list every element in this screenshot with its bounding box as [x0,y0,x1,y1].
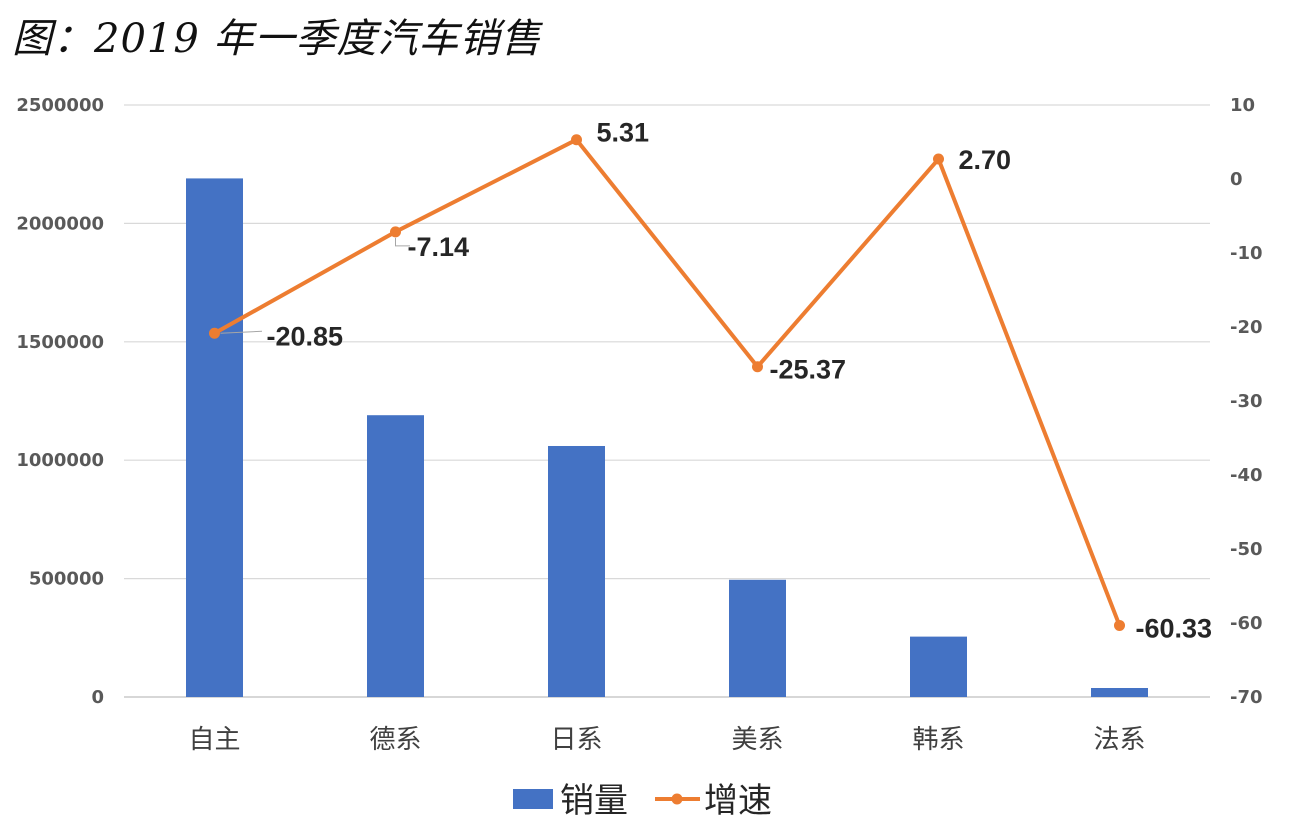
label-leader-line [220,330,263,334]
line-point-自主 [209,327,220,339]
y-right-tick-label: 10 [1230,95,1255,116]
y-left-tick-label: 2000000 [16,213,104,234]
y-left-tick-label: 500000 [29,569,104,590]
y-right-tick-label: -70 [1230,687,1263,708]
bar-自主 [186,178,243,697]
bar-德系 [367,415,424,697]
x-tick-label: 日系 [550,725,602,755]
bar-法系 [1091,688,1148,697]
y-right-tick-label: 0 [1230,169,1243,190]
line-point-韩系 [933,153,944,165]
line-point-德系 [390,226,401,238]
x-tick-label: 自主 [188,725,240,755]
x-tick-label: 美系 [731,725,783,755]
y-left-tick-label: 1500000 [16,332,104,353]
data-label: -25.37 [770,355,847,385]
legend-marker-growth [671,793,683,805]
bar-美系 [729,579,786,697]
data-label: -60.33 [1136,613,1213,643]
data-label: 2.70 [959,145,1012,175]
legend-label: 销量 [560,781,628,821]
line-series-growth [213,137,1122,627]
y-right-tick-label: -50 [1230,539,1263,560]
data-label: 5.31 [597,118,650,148]
bar-日系 [548,445,605,697]
y-right-tick-label: -40 [1230,465,1263,486]
bar-韩系 [910,636,967,697]
y-left-tick-label: 0 [91,687,104,708]
y-right-tick-label: -60 [1230,613,1263,634]
x-tick-label: 韩系 [912,725,964,755]
x-tick-label: 法系 [1093,725,1145,755]
x-tick-label: 德系 [369,725,421,755]
data-label: -20.85 [267,321,344,351]
legend-swatch-sales [513,789,553,809]
y-right-tick-label: -10 [1230,243,1263,264]
y-left-tick-label: 1000000 [16,450,104,471]
line-point-法系 [1114,619,1125,631]
label-leader-line [395,237,410,247]
y-left-tick-label: 2500000 [16,95,104,116]
y-right-tick-label: -20 [1230,317,1263,338]
line-point-日系 [571,134,582,146]
page-title: 图：2019 年一季度汽车销售 [12,16,542,62]
legend-label: 增速 [704,781,772,821]
data-label: -7.14 [408,232,470,262]
line-point-美系 [752,361,763,373]
y-right-tick-label: -30 [1230,391,1263,412]
